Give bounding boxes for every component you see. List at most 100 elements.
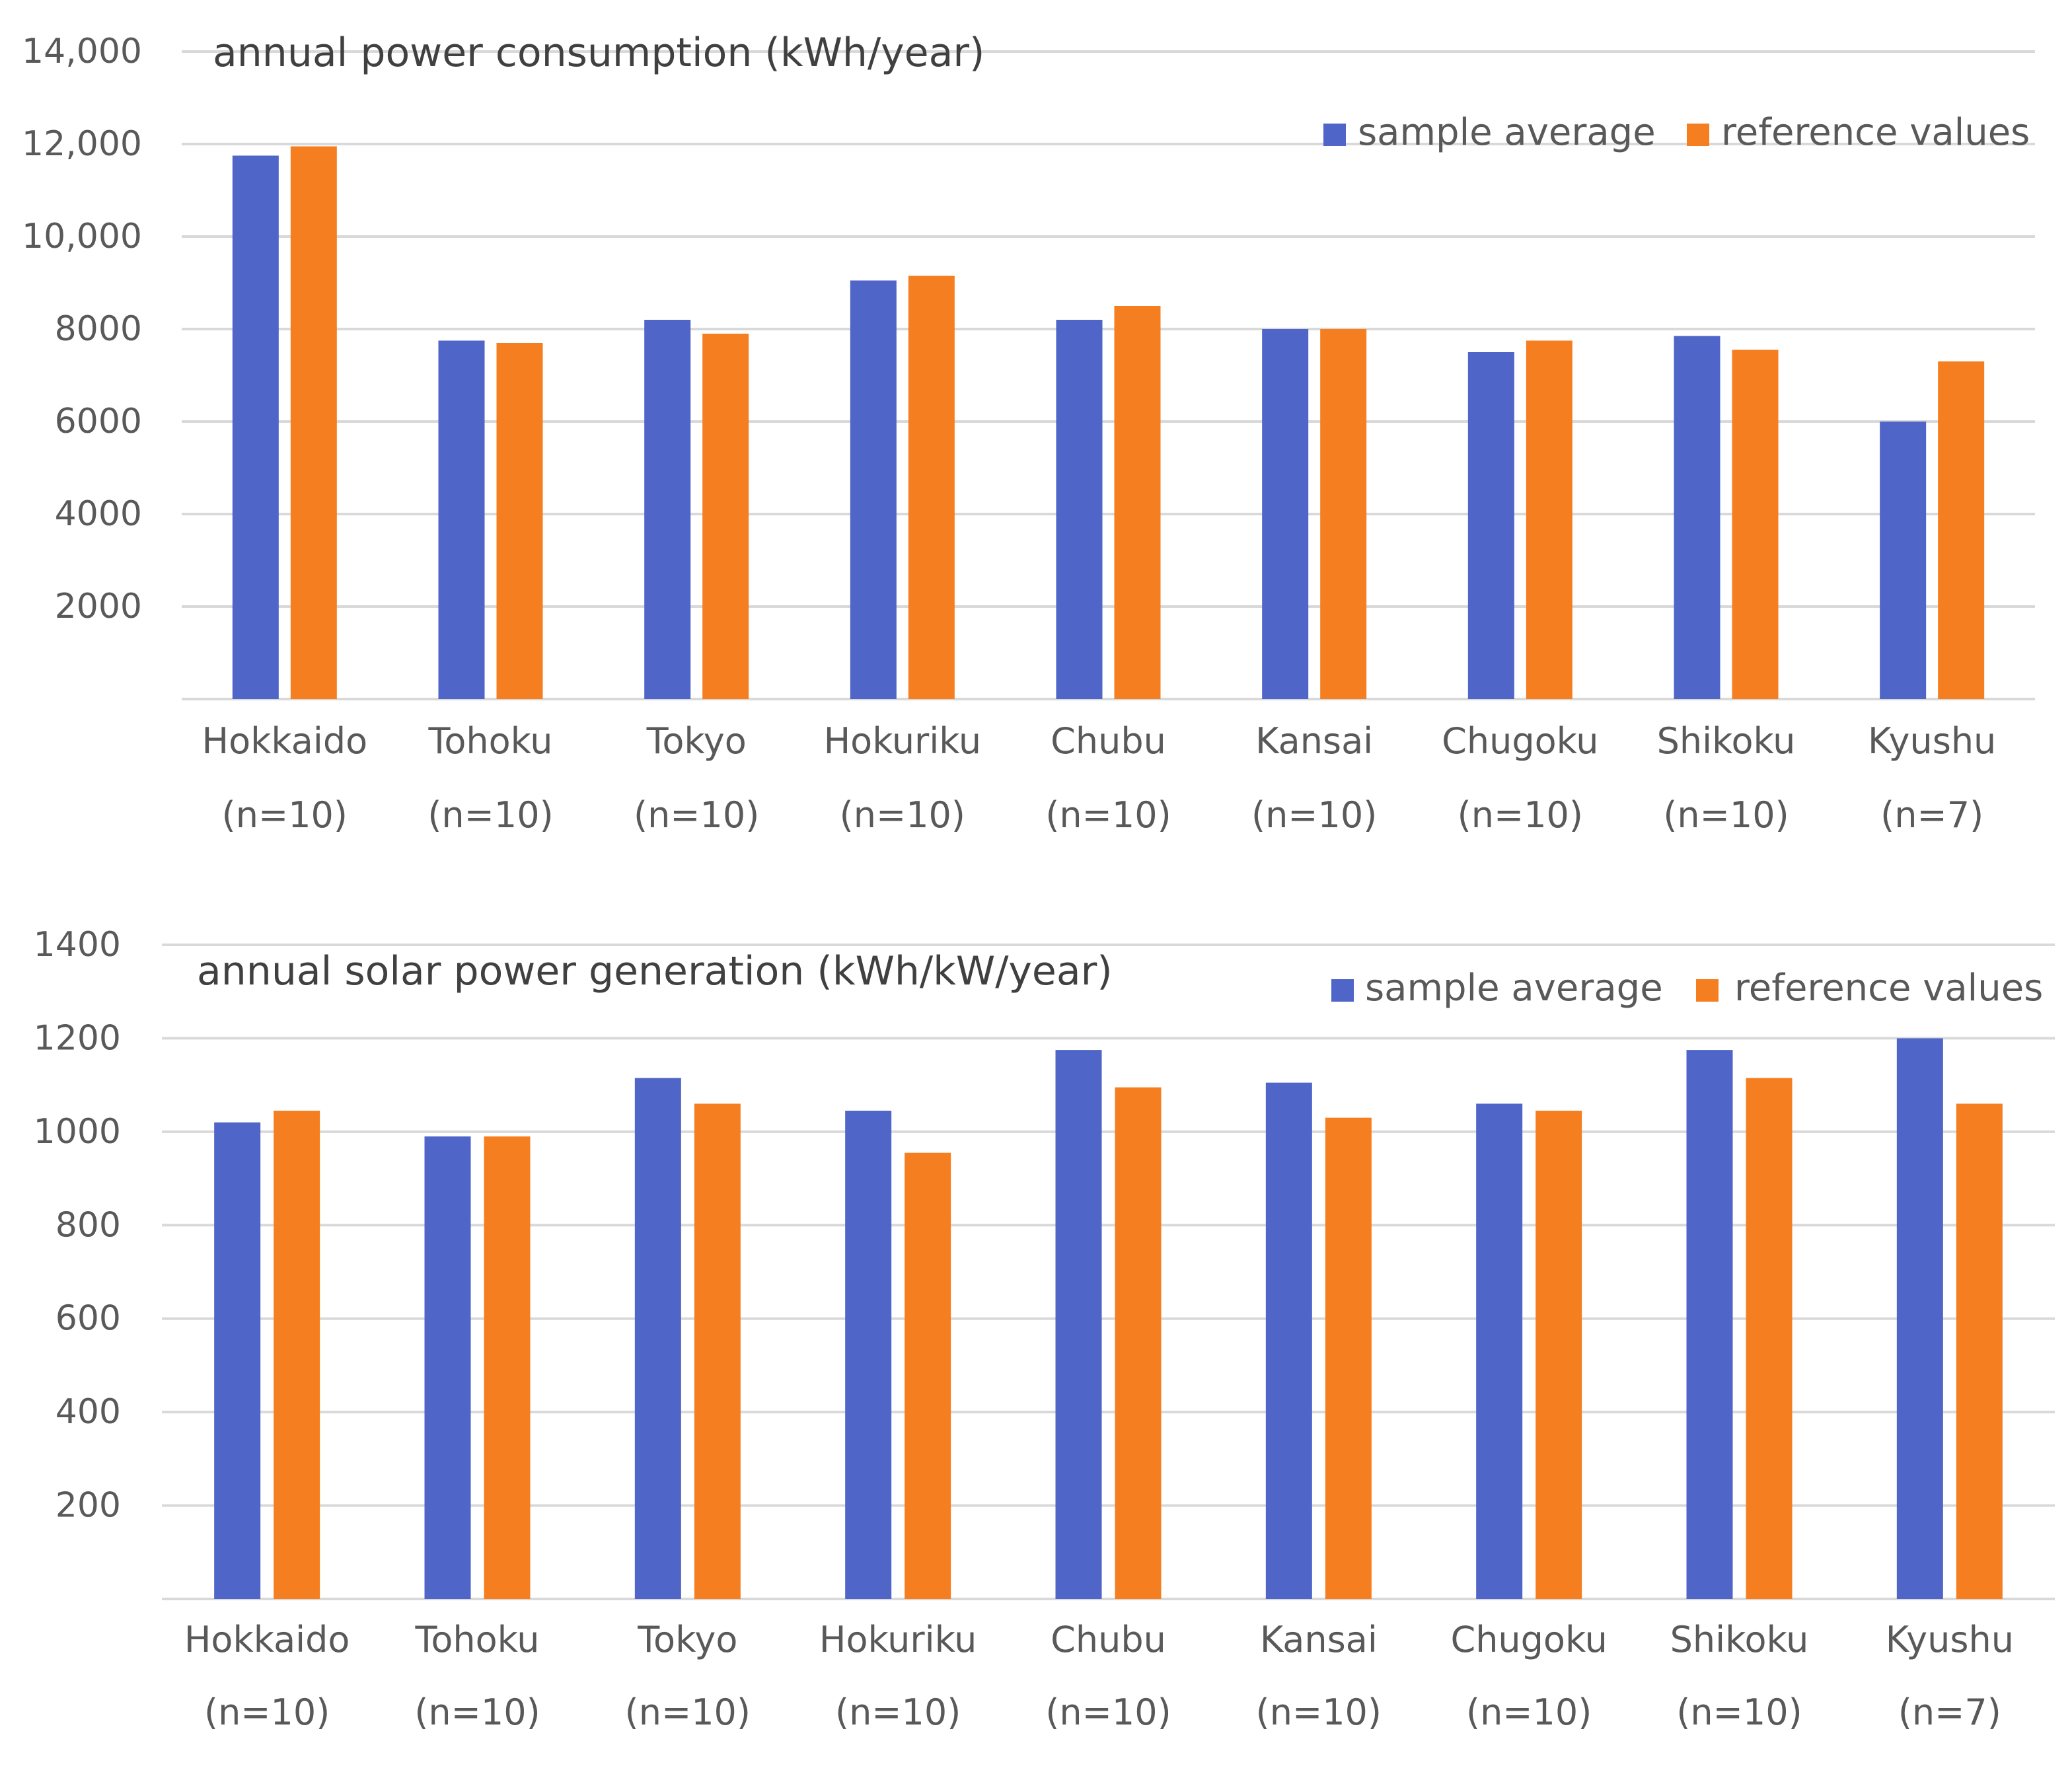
x-tick-label: Tohoku (428, 720, 553, 762)
legend-swatch (1331, 979, 1354, 1002)
y-tick-label: 6000 (55, 402, 142, 441)
solar-generation-chart: 200 400 600 800 1000 1200 1400 Hokkaido (n=10) To… (0, 905, 2072, 1780)
bar-sample-average (1896, 1038, 1943, 1599)
x-tick-sublabel: (n=10) (1663, 794, 1789, 836)
bar-sample-average (214, 1122, 261, 1599)
chart-title: annual solar power generation (kWh/kW/ye… (197, 948, 1113, 994)
bar-reference-values (905, 1152, 951, 1599)
x-tick-sublabel: (n=10) (625, 1691, 751, 1733)
bar-sample-average (1055, 1050, 1102, 1599)
legend-swatch (1323, 124, 1346, 146)
x-tick-sublabel: (n=10) (1676, 1691, 1802, 1733)
x-tick-sublabel: (n=7) (1898, 1691, 2001, 1733)
bar-sample-average (1476, 1103, 1523, 1599)
x-tick-sublabel: (n=10) (835, 1691, 961, 1733)
bar-reference-values (1956, 1103, 2003, 1599)
x-tick-sublabel: (n=10) (1045, 794, 1171, 836)
y-tick-label: 200 (56, 1486, 121, 1526)
bar-sample-average (1686, 1050, 1733, 1599)
y-tick-label: 1400 (34, 925, 121, 965)
bar-reference-values (1732, 350, 1779, 699)
x-tick-label: Chugoku (1451, 1619, 1608, 1660)
bar-reference-values (1114, 306, 1161, 699)
bar-reference-values (1325, 1117, 1372, 1599)
bar-reference-values (274, 1111, 320, 1599)
bar-reference-values (1320, 329, 1367, 699)
x-tick-label: Kyushu (1886, 1619, 2014, 1660)
y-tick-label: 8000 (55, 309, 142, 349)
x-tick-label: Kyushu (1868, 720, 1996, 762)
x-tick-sublabel: (n=7) (1880, 794, 1983, 836)
bar-sample-average (1674, 336, 1720, 699)
x-tick-label: Hokkaido (184, 1619, 350, 1660)
bar-sample-average (634, 1078, 681, 1599)
chart-title: annual power consumption (kWh/year) (213, 30, 984, 76)
x-tick-label: Tokyo (637, 1619, 737, 1660)
y-tick-label: 1200 (34, 1018, 121, 1058)
legend-label: sample average (1365, 967, 1663, 1010)
x-tick-label: Chubu (1051, 720, 1166, 762)
y-tick-label: 400 (56, 1392, 121, 1432)
bar-reference-values (496, 343, 543, 699)
x-tick-label: Shikoku (1670, 1619, 1809, 1660)
x-tick-sublabel: (n=10) (1466, 1691, 1592, 1733)
x-tick-sublabel: (n=10) (427, 794, 553, 836)
chart-svg: 2000 4000 6000 8000 10,000 12,000 14,000 Hokkai… (22, 30, 2035, 836)
y-tick-label: 1000 (34, 1112, 121, 1152)
bar-sample-average (644, 320, 691, 699)
bar-reference-values (1746, 1078, 1793, 1599)
x-tick-label: Hokkaido (202, 720, 368, 762)
bar-sample-average (1262, 329, 1309, 699)
bar-sample-average (1056, 320, 1103, 699)
bar-sample-average (232, 155, 279, 699)
x-tick-sublabel: (n=10) (634, 794, 759, 836)
y-tick-label: 4000 (55, 494, 142, 534)
bar-reference-values (1526, 340, 1572, 699)
bar-sample-average (850, 280, 897, 699)
legend-swatch (1687, 124, 1709, 146)
legend-swatch (1696, 979, 1719, 1002)
bar-sample-average (1880, 422, 1927, 699)
x-tick-label: Shikoku (1657, 720, 1796, 762)
y-tick-label: 14,000 (22, 32, 142, 71)
y-tick-label: 10,000 (22, 217, 142, 256)
x-tick-label: Tokyo (646, 720, 747, 762)
y-tick-label: 12,000 (22, 124, 142, 164)
x-tick-label: Kansai (1255, 720, 1373, 762)
bar-reference-values (702, 334, 749, 699)
chart-svg: 200 400 600 800 1000 1200 1400 Hokkaido (n=10) To… (34, 925, 2055, 1733)
legend-label: sample average (1358, 111, 1656, 154)
bar-reference-values (484, 1136, 531, 1599)
x-tick-sublabel: (n=10) (840, 794, 965, 836)
legend-label: reference values (1734, 967, 2043, 1010)
bar-sample-average (1265, 1082, 1312, 1599)
x-tick-label: Chugoku (1442, 720, 1598, 762)
bar-sample-average (438, 340, 485, 699)
bar-reference-values (1115, 1087, 1162, 1599)
bar-sample-average (1467, 352, 1514, 699)
x-tick-label: Hokuriku (819, 1619, 977, 1660)
power-consumption-chart: 2000 4000 6000 8000 10,000 12,000 14,000 Hokkai… (0, 0, 2072, 879)
legend-label: reference values (1721, 111, 2030, 154)
bar-reference-values (1938, 361, 1985, 699)
x-tick-label: Kansai (1260, 1619, 1378, 1660)
bar-reference-values (290, 146, 337, 699)
x-tick-sublabel: (n=10) (1256, 1691, 1382, 1733)
x-tick-label: Chubu (1051, 1619, 1166, 1660)
x-tick-sublabel: (n=10) (1045, 1691, 1171, 1733)
x-tick-sublabel: (n=10) (1251, 794, 1377, 836)
x-tick-sublabel: (n=10) (222, 794, 348, 836)
x-tick-sublabel: (n=10) (204, 1691, 330, 1733)
bar-sample-average (424, 1136, 471, 1599)
x-tick-label: Tohoku (415, 1619, 540, 1660)
x-tick-sublabel: (n=10) (1458, 794, 1583, 836)
bar-reference-values (1536, 1111, 1582, 1599)
bar-reference-values (694, 1103, 741, 1599)
y-tick-label: 600 (56, 1299, 121, 1339)
x-tick-label: Hokuriku (824, 720, 982, 762)
x-tick-sublabel: (n=10) (414, 1691, 540, 1733)
bar-sample-average (845, 1111, 892, 1599)
y-tick-label: 2000 (55, 587, 142, 626)
y-tick-label: 800 (56, 1205, 121, 1245)
bar-reference-values (908, 276, 955, 699)
